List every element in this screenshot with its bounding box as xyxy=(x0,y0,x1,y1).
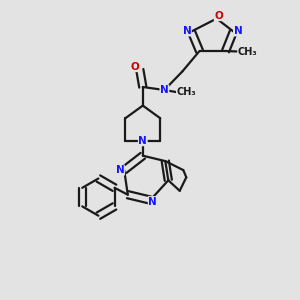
Text: N: N xyxy=(138,136,147,146)
Text: N: N xyxy=(233,26,242,36)
Text: N: N xyxy=(160,85,169,95)
Text: CH₃: CH₃ xyxy=(176,87,196,98)
Text: O: O xyxy=(214,11,223,21)
Text: N: N xyxy=(182,26,191,36)
Text: O: O xyxy=(131,61,140,72)
Text: N: N xyxy=(116,165,124,175)
Text: N: N xyxy=(148,196,157,207)
Text: CH₃: CH₃ xyxy=(238,46,257,57)
